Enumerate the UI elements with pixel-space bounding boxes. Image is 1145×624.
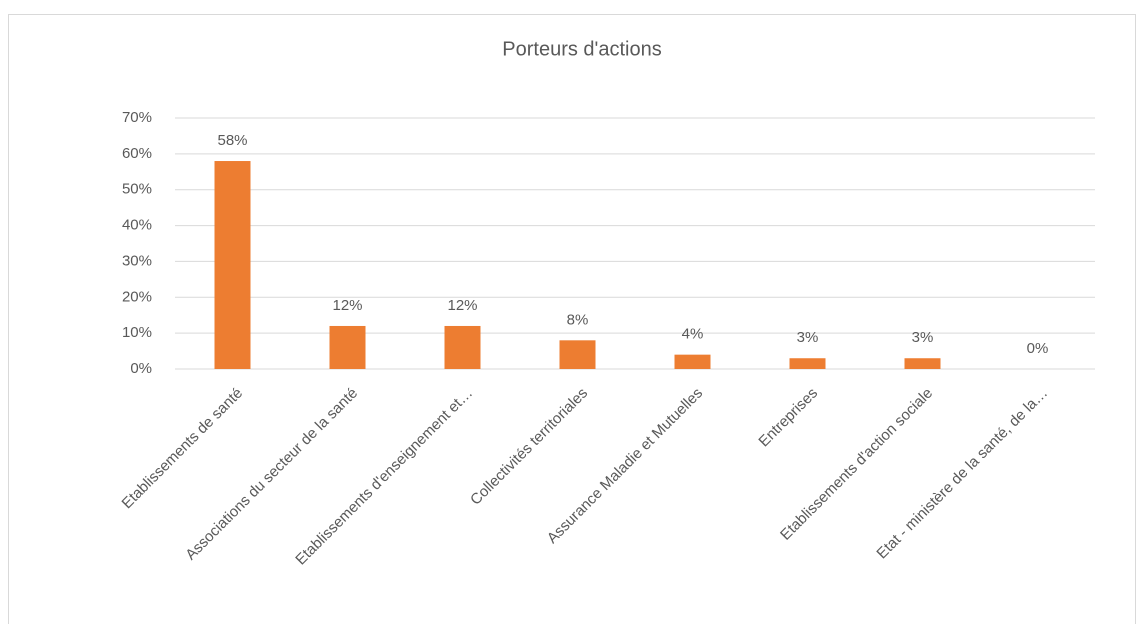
bar	[214, 161, 251, 369]
bar	[559, 340, 596, 369]
bar	[904, 358, 941, 369]
value-label: 0%	[1027, 340, 1049, 357]
chart-title: Porteurs d'actions	[502, 38, 661, 60]
y-tick-label: 0%	[130, 360, 152, 377]
value-label: 58%	[217, 132, 247, 149]
y-tick-label: 40%	[122, 217, 152, 234]
value-label: 4%	[682, 326, 704, 343]
bar	[674, 354, 711, 369]
value-label: 3%	[797, 329, 819, 346]
bar	[789, 358, 826, 369]
y-tick-label: 10%	[122, 324, 152, 341]
y-tick-label: 60%	[122, 145, 152, 162]
y-tick-label: 50%	[122, 181, 152, 198]
value-label: 8%	[567, 311, 589, 328]
value-label: 3%	[912, 329, 934, 346]
value-label: 12%	[447, 297, 477, 314]
y-tick-label: 70%	[122, 109, 152, 126]
y-tick-label: 20%	[122, 288, 152, 305]
bar	[444, 325, 481, 369]
value-label: 12%	[332, 297, 362, 314]
bar	[329, 325, 366, 369]
y-tick-label: 30%	[122, 252, 152, 269]
chart-frame	[8, 14, 1136, 624]
